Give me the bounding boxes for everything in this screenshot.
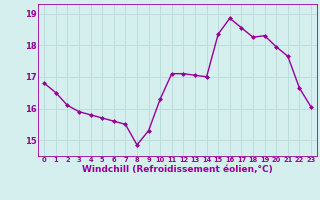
- X-axis label: Windchill (Refroidissement éolien,°C): Windchill (Refroidissement éolien,°C): [82, 165, 273, 174]
